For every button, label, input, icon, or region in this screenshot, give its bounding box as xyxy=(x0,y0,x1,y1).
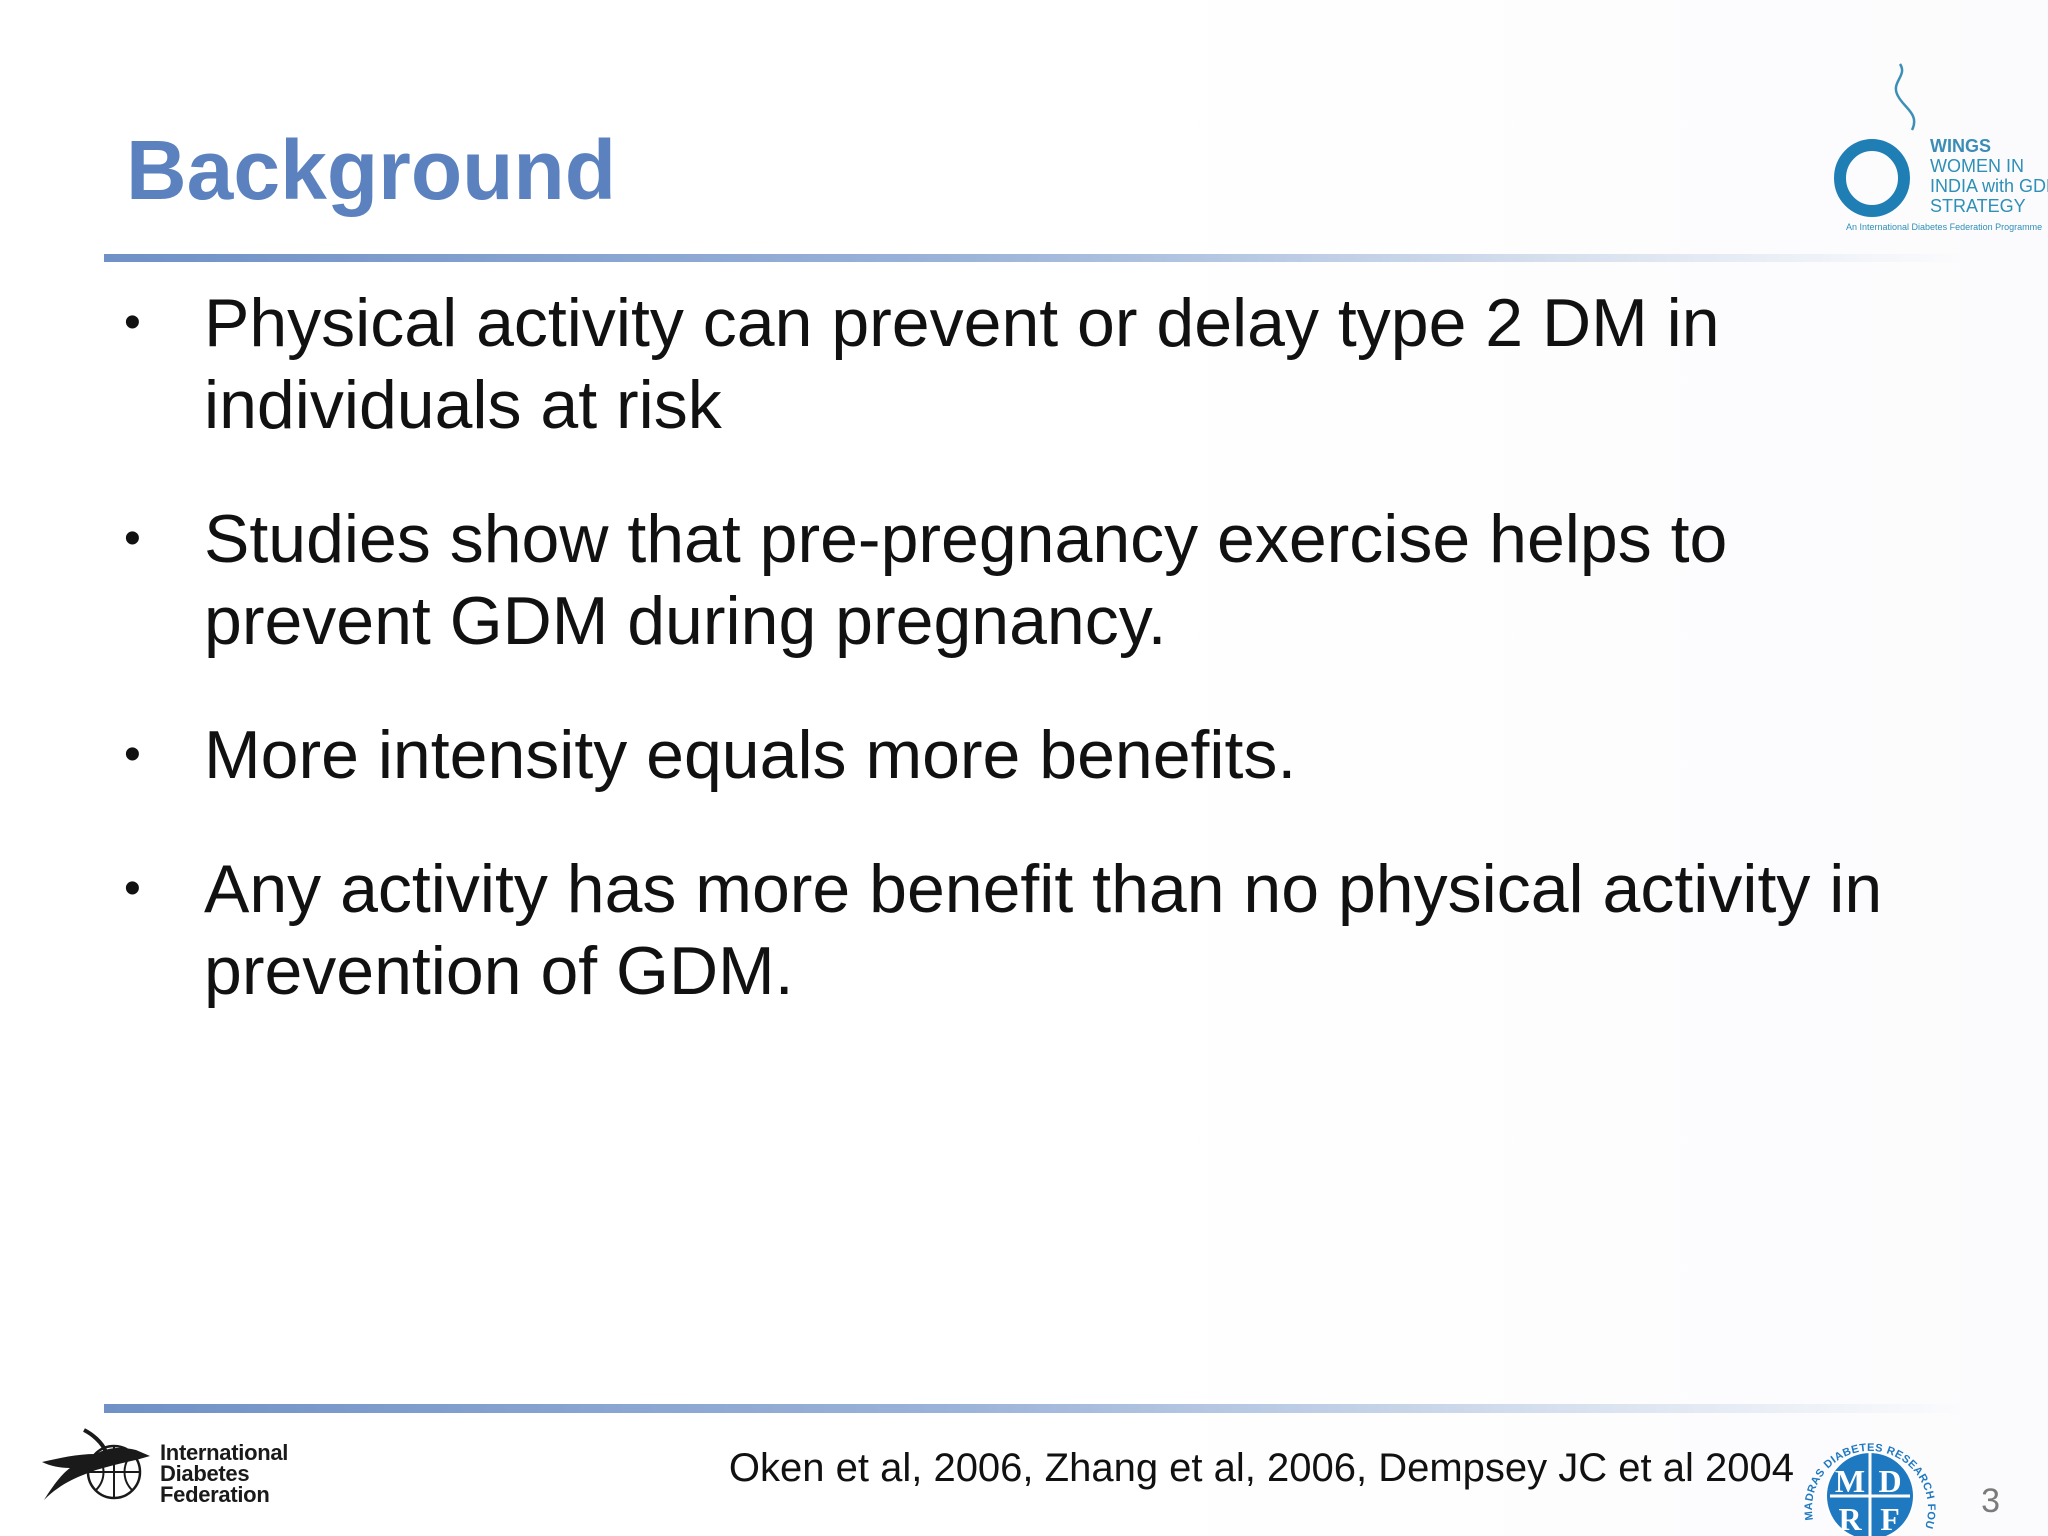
wings-logo-subtitle: An International Diabetes Federation Pro… xyxy=(1846,222,2043,232)
idf-logo-line: International xyxy=(160,1440,289,1465)
idf-hummingbird-logo xyxy=(42,1428,150,1500)
title-divider xyxy=(104,254,1964,262)
page-number: 3 xyxy=(1981,1482,2000,1520)
bullet-marker: • xyxy=(124,512,141,565)
footer-divider xyxy=(104,1404,1964,1413)
slide-title: Background xyxy=(126,123,617,217)
wings-logo-line: WINGS xyxy=(1930,136,1991,156)
bullet-list: • Physical activity can prevent or delay… xyxy=(120,282,1970,1064)
wings-logo-line: INDIA with GDM xyxy=(1930,176,2048,196)
svg-text:D: D xyxy=(1878,1463,1901,1499)
bullet-marker: • xyxy=(124,728,141,781)
bullet-item: • Studies show that pre-pregnancy exerci… xyxy=(120,498,1970,662)
svg-text:R: R xyxy=(1838,1501,1862,1536)
idf-logo-line: Federation xyxy=(160,1482,270,1507)
bullet-item: • Physical activity can prevent or delay… xyxy=(120,282,1970,446)
bullet-item: • Any activity has more benefit than no … xyxy=(120,848,1970,1012)
bullet-item: • More intensity equals more benefits. xyxy=(120,714,1970,796)
bullet-text: More intensity equals more benefits. xyxy=(204,717,1297,793)
mdrf-logo: MADRAS DIABETES RESEARCH FOUNDATION M D … xyxy=(1794,1412,1937,1536)
bullet-text: Any activity has more benefit than no ph… xyxy=(204,851,1883,1009)
wings-logo-line: WOMEN IN xyxy=(1930,156,2024,176)
bullet-marker: • xyxy=(124,296,141,349)
bullet-marker: • xyxy=(124,862,141,915)
svg-text:M: M xyxy=(1835,1463,1865,1499)
idf-logo-text: International Diabetes Federation xyxy=(160,1440,289,1507)
wings-logo-text: WINGS WOMEN IN INDIA with GDM STRATEGY xyxy=(1930,136,2048,216)
bullet-text: Studies show that pre-pregnancy exercise… xyxy=(204,501,1728,659)
wings-logo xyxy=(1834,63,1916,217)
bullet-text: Physical activity can prevent or delay t… xyxy=(204,285,1720,443)
citation: Oken et al, 2006, Zhang et al, 2006, Dem… xyxy=(728,1446,1794,1490)
wings-logo-line: STRATEGY xyxy=(1930,196,2026,216)
idf-logo-line: Diabetes xyxy=(160,1461,250,1486)
svg-text:F: F xyxy=(1880,1501,1900,1536)
